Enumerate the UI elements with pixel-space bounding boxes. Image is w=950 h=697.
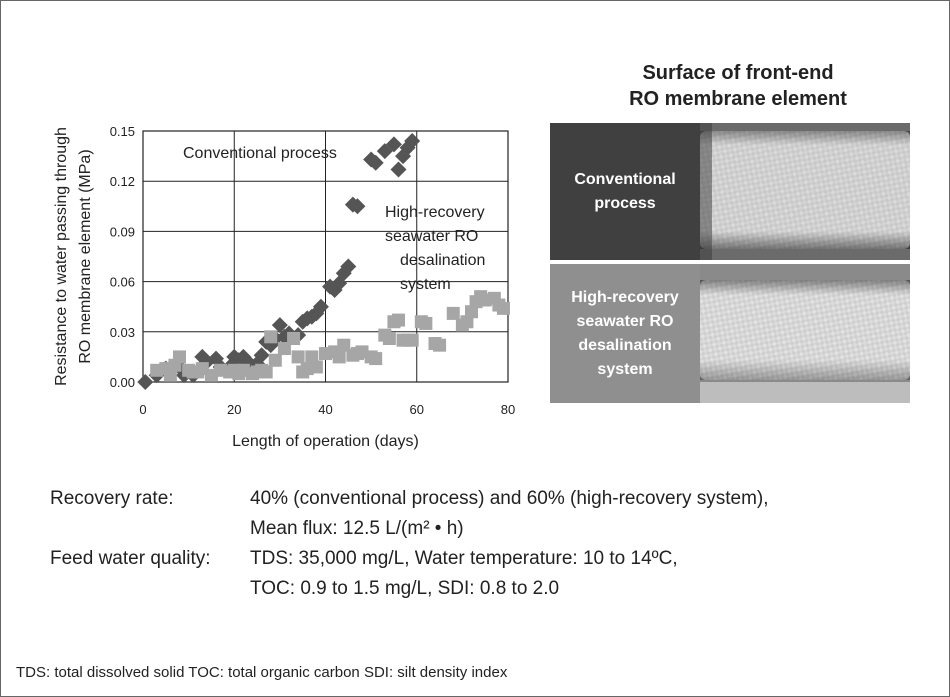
conventional-data-point: [253, 347, 270, 364]
high-recovery-data-point: [332, 350, 346, 364]
y-tick-label: 0.12: [110, 174, 135, 189]
high-recovery-data-point: [382, 331, 396, 345]
high-recovery-data-point: [277, 342, 291, 356]
high-recovery-data-point: [264, 330, 278, 344]
recovery-rate-value: 40% (conventional process) and 60% (high…: [250, 488, 769, 509]
conventional-data-point: [349, 198, 366, 215]
conventional-process-label: Conventional process: [550, 123, 700, 260]
high-recovery-label-line-4: system: [597, 360, 653, 378]
high-recovery-data-point: [465, 305, 478, 319]
high-recovery-series-label-line: seawater RO: [385, 228, 478, 245]
high-recovery-data-point: [305, 350, 319, 364]
high-recovery-data-point: [405, 333, 419, 347]
high-recovery-data-point: [460, 315, 474, 329]
high-recovery-system-label: High-recovery seawater RO desalination s…: [550, 264, 700, 403]
conventional-data-point: [404, 133, 421, 150]
conventional-data-point: [340, 258, 357, 275]
y-axis-label-line-1: Resistance to water passing through: [53, 127, 70, 386]
high-recovery-data-point: [287, 331, 301, 345]
conventional-data-point: [367, 154, 384, 171]
high-recovery-data-point: [268, 353, 282, 367]
plot-area-border: [142, 130, 509, 383]
y-tick-label: 0.00: [110, 375, 135, 390]
x-tick-label: 0: [139, 402, 146, 417]
conventional-data-point: [137, 374, 154, 390]
feed-water-quality-row: Feed water quality: TDS: 35,000 mg/L, Wa…: [50, 544, 769, 604]
conventional-label-line-1: Conventional: [574, 170, 676, 188]
high-recovery-series-label-line: desalination: [400, 252, 485, 269]
photo-title-line-2: RO membrane element: [629, 88, 847, 110]
recovery-rate-label: Recovery rate:: [50, 488, 174, 509]
feed-water-quality-label: Feed water quality:: [50, 548, 211, 569]
conventional-data-point: [271, 317, 288, 334]
high-recovery-label-line-3: desalination: [578, 336, 672, 354]
high-recovery-series-label-line: system: [400, 276, 451, 293]
feed-water-toc-value: TOC: 0.9 to 1.5 mg/L, SDI: 0.8 to 2.0: [250, 578, 560, 599]
high-recovery-data-point: [163, 368, 177, 382]
high-recovery-data-point: [433, 338, 447, 352]
conventional-data-point: [312, 298, 329, 315]
y-axis-label-line-2: RO membrane element (MPa): [77, 149, 94, 363]
conventional-series-label: Conventional process: [183, 145, 337, 162]
conventional-membrane-photo: [700, 123, 910, 260]
high-recovery-data-point: [259, 365, 273, 379]
y-tick-label: 0.09: [110, 224, 135, 239]
y-tick-label: 0.03: [110, 325, 135, 340]
x-axis-label: Length of operation (days): [232, 433, 419, 450]
abbreviation-footnote: TDS: total dissolved solid TOC: total or…: [16, 664, 508, 681]
x-tick-label: 20: [227, 402, 241, 417]
recovery-rate-row: Recovery rate: 40% (conventional process…: [50, 484, 769, 544]
high-recovery-data-point: [392, 313, 405, 327]
high-recovery-data-point: [309, 360, 323, 374]
photo-title-line-1: Surface of front-end: [642, 62, 834, 84]
conventional-data-point: [385, 136, 402, 153]
high-recovery-data-point: [369, 352, 383, 366]
high-recovery-data-point: [419, 316, 433, 330]
x-tick-label: 80: [501, 402, 515, 417]
high-recovery-data-point: [291, 350, 305, 364]
x-tick-label: 60: [410, 402, 424, 417]
feed-water-tds-value: TDS: 35,000 mg/L, Water temperature: 10 …: [250, 548, 678, 569]
photo-panel-title: Surface of front-end RO membrane element: [560, 60, 916, 112]
resistance-scatter-chart: 0 20 40 60 80 0.00 0.03 0.06 0.09 0.12 0.15 Length …: [53, 124, 515, 450]
high-recovery-membrane-photo: [700, 264, 910, 403]
conventional-data-point: [390, 161, 407, 178]
mean-flux-value: Mean flux: 12.5 L/(m² • h): [250, 518, 464, 539]
y-tick-label: 0.15: [110, 124, 135, 139]
high-recovery-label-line-2: seawater RO: [576, 312, 674, 330]
high-recovery-series-label-line: High-recovery: [385, 204, 485, 221]
high-recovery-label-line-1: High-recovery: [571, 288, 679, 306]
conventional-label-line-2: process: [594, 194, 656, 212]
y-tick-label: 0.06: [110, 275, 135, 290]
high-recovery-data-point: [173, 350, 186, 364]
operating-conditions: Recovery rate: 40% (conventional process…: [50, 484, 769, 604]
high-recovery-data-point: [446, 306, 460, 320]
x-tick-label: 40: [318, 402, 332, 417]
high-recovery-data-point: [337, 338, 351, 352]
high-recovery-data-point: [496, 301, 510, 315]
